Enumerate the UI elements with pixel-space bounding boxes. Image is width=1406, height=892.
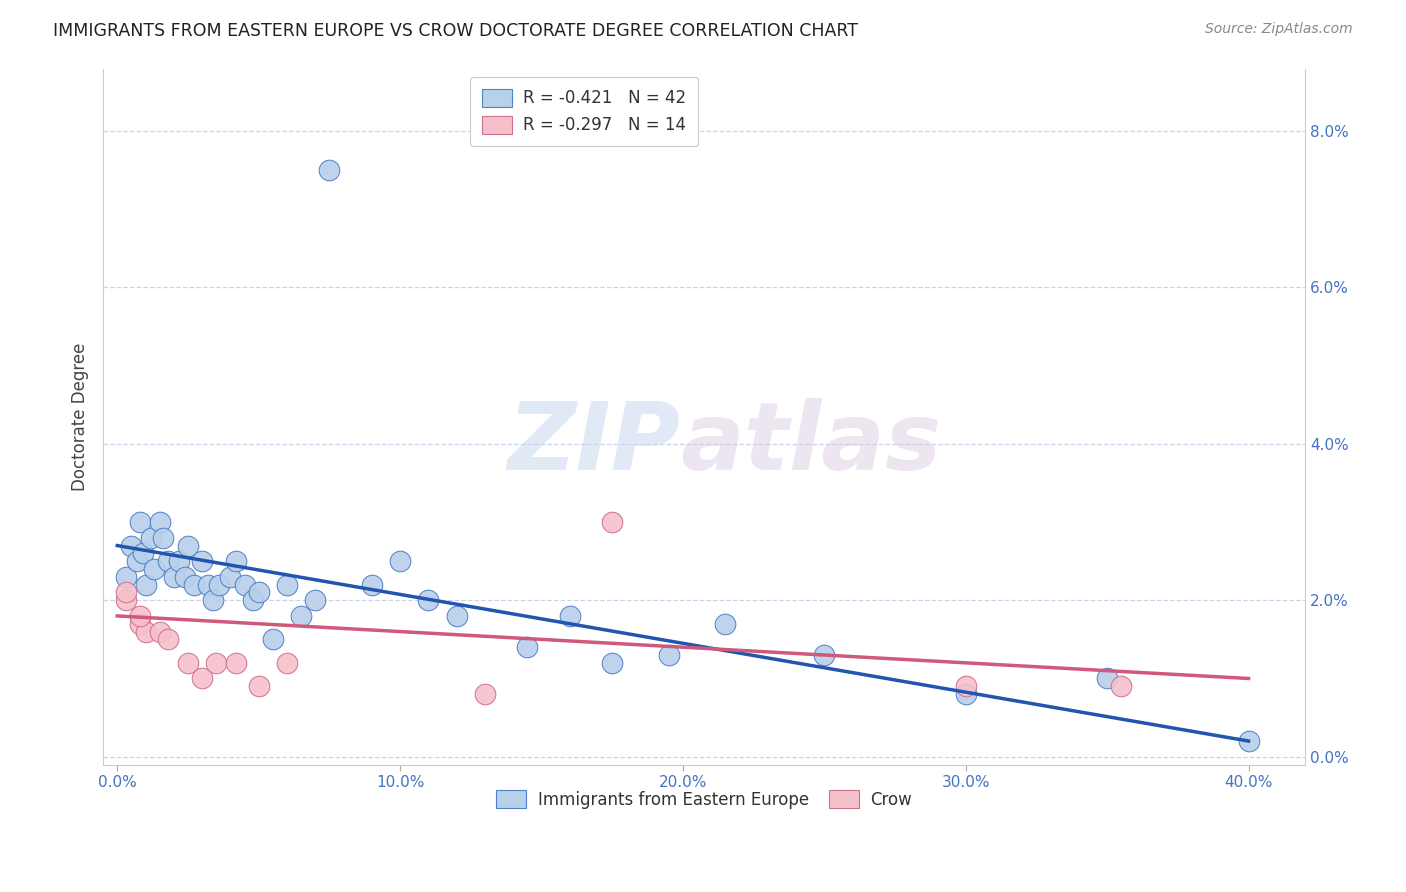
Y-axis label: Doctorate Degree: Doctorate Degree <box>72 343 89 491</box>
Text: atlas: atlas <box>681 399 942 491</box>
Point <box>225 554 247 568</box>
Point <box>205 656 228 670</box>
Point <box>247 585 270 599</box>
Point <box>132 546 155 560</box>
Point <box>202 593 225 607</box>
Point <box>169 554 191 568</box>
Point <box>191 672 214 686</box>
Text: IMMIGRANTS FROM EASTERN EUROPE VS CROW DOCTORATE DEGREE CORRELATION CHART: IMMIGRANTS FROM EASTERN EUROPE VS CROW D… <box>53 22 859 40</box>
Point <box>600 515 623 529</box>
Text: ZIP: ZIP <box>508 399 681 491</box>
Point <box>558 609 581 624</box>
Point <box>183 577 205 591</box>
Point <box>128 616 150 631</box>
Point <box>474 687 496 701</box>
Point <box>418 593 440 607</box>
Point <box>360 577 382 591</box>
Point <box>141 531 163 545</box>
Point <box>125 554 148 568</box>
Point <box>191 554 214 568</box>
Point <box>955 679 977 693</box>
Point <box>114 585 136 599</box>
Point <box>658 648 681 662</box>
Point <box>247 679 270 693</box>
Point <box>262 632 284 647</box>
Point <box>135 624 157 639</box>
Legend: Immigrants from Eastern Europe, Crow: Immigrants from Eastern Europe, Crow <box>489 783 920 815</box>
Point <box>813 648 835 662</box>
Point <box>197 577 219 591</box>
Point <box>177 539 200 553</box>
Point <box>120 539 142 553</box>
Point <box>446 609 468 624</box>
Point <box>143 562 166 576</box>
Point <box>225 656 247 670</box>
Point <box>955 687 977 701</box>
Point <box>276 656 298 670</box>
Point <box>149 515 172 529</box>
Point <box>114 570 136 584</box>
Point <box>128 515 150 529</box>
Point <box>128 609 150 624</box>
Point <box>149 624 172 639</box>
Point <box>157 632 180 647</box>
Point <box>152 531 174 545</box>
Point <box>600 656 623 670</box>
Point <box>163 570 186 584</box>
Point <box>242 593 264 607</box>
Point <box>208 577 231 591</box>
Point <box>157 554 180 568</box>
Point <box>174 570 197 584</box>
Point <box>389 554 412 568</box>
Point <box>304 593 326 607</box>
Point <box>1095 672 1118 686</box>
Point <box>1237 734 1260 748</box>
Point <box>135 577 157 591</box>
Point <box>114 593 136 607</box>
Point <box>516 640 538 655</box>
Point <box>219 570 242 584</box>
Text: Source: ZipAtlas.com: Source: ZipAtlas.com <box>1205 22 1353 37</box>
Point <box>276 577 298 591</box>
Point <box>290 609 312 624</box>
Point <box>177 656 200 670</box>
Point <box>1109 679 1132 693</box>
Point <box>318 163 340 178</box>
Point <box>233 577 256 591</box>
Point <box>714 616 737 631</box>
